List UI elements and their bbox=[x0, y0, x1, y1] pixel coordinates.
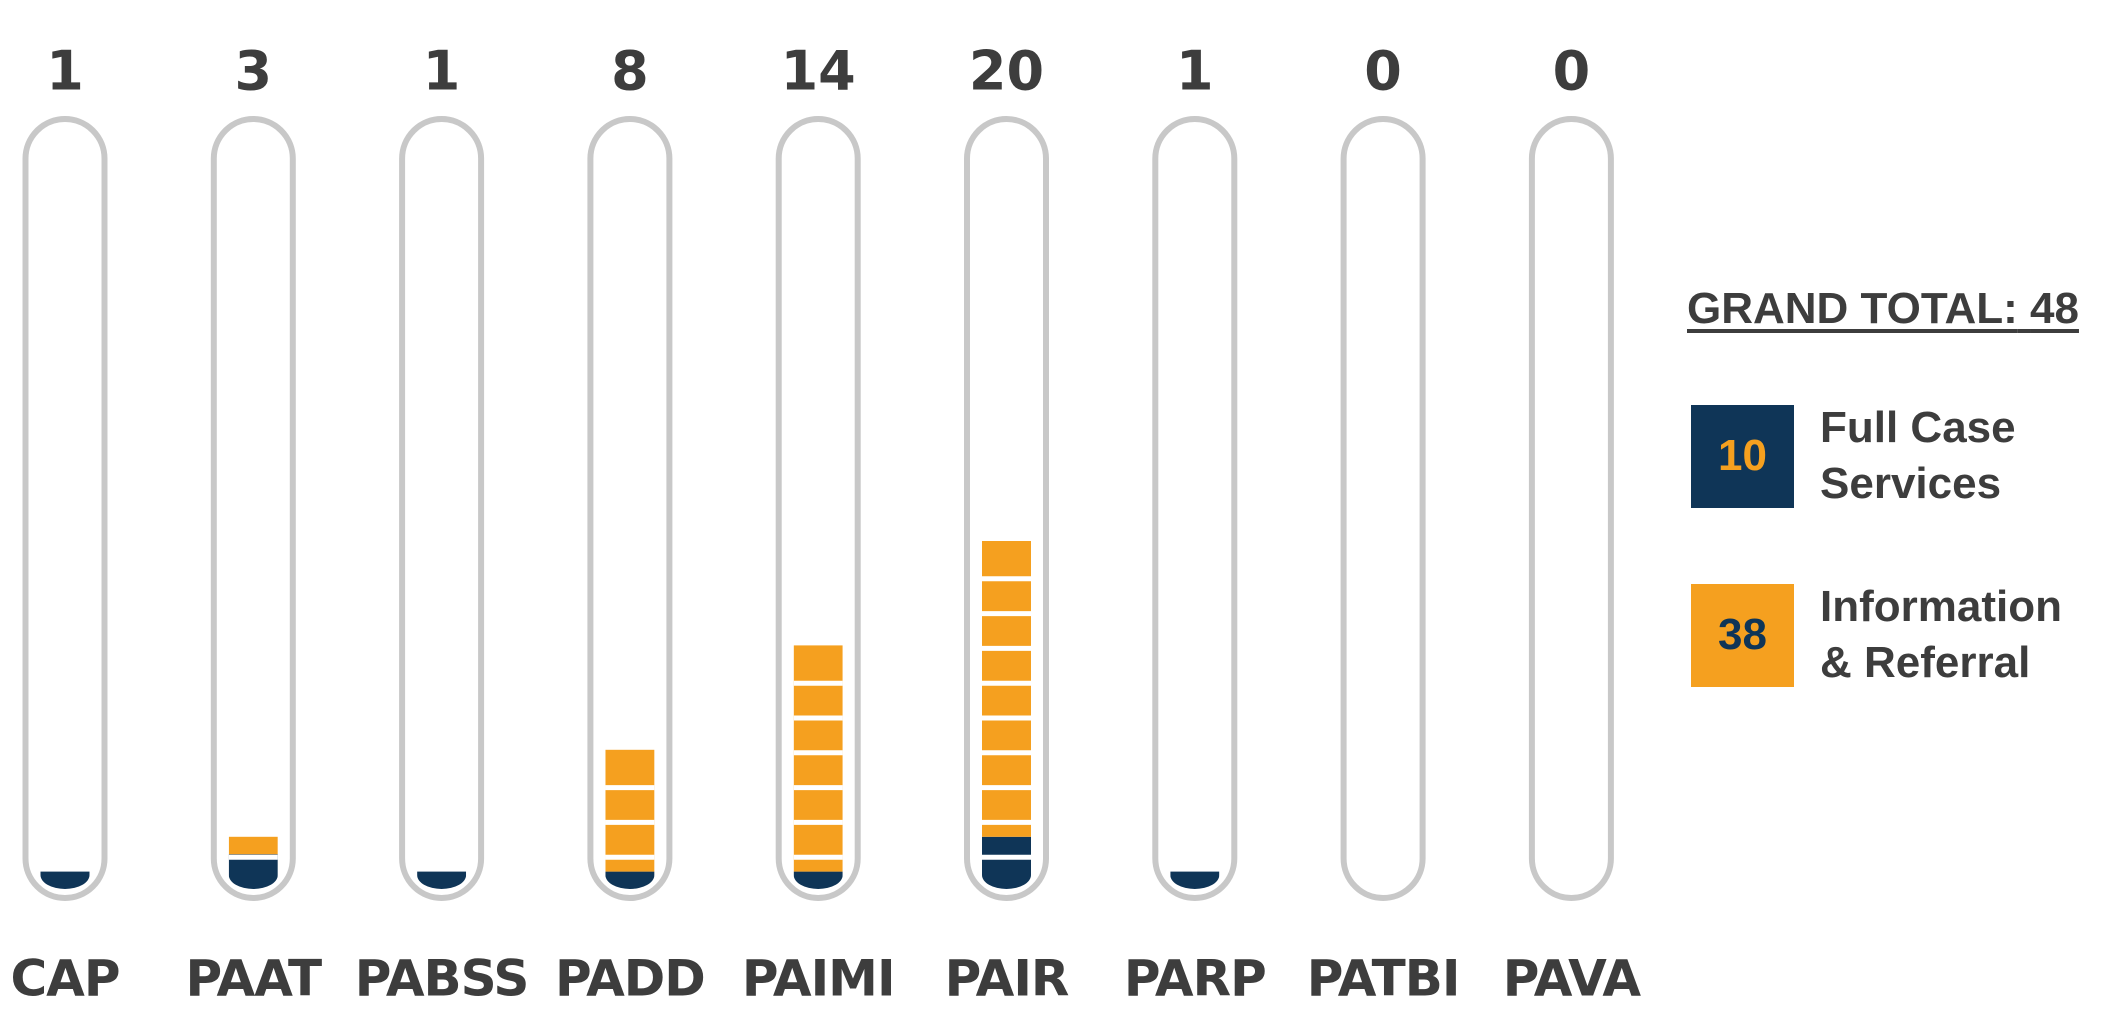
legend-label: Information & Referral bbox=[1820, 582, 2062, 687]
grand-total-label: GRAND TOTAL: bbox=[1687, 284, 2018, 333]
category-label: PARP bbox=[1124, 950, 1266, 1008]
total-label: 0 bbox=[1553, 40, 1591, 103]
tube bbox=[22, 116, 108, 901]
segment bbox=[1170, 871, 1220, 889]
legend-label: Full Case Services bbox=[1820, 403, 2016, 508]
stack bbox=[228, 836, 278, 889]
segment bbox=[982, 541, 1031, 837]
legend-swatch: 38 bbox=[1691, 583, 1794, 687]
category-label: PAAT bbox=[185, 950, 322, 1008]
tube bbox=[1340, 116, 1426, 901]
tube bbox=[1528, 116, 1614, 901]
segment bbox=[982, 836, 1031, 889]
segment bbox=[417, 871, 467, 889]
category-label: PABSS bbox=[355, 950, 529, 1008]
legend-total: 10 bbox=[1718, 431, 1767, 480]
stack bbox=[793, 645, 843, 889]
tube bbox=[587, 116, 673, 901]
tube bbox=[399, 116, 485, 901]
stack bbox=[40, 871, 90, 889]
grand-total-value: 48 bbox=[2030, 284, 2079, 333]
category-label: PAVA bbox=[1503, 950, 1642, 1008]
stack bbox=[982, 541, 1031, 889]
segment bbox=[605, 871, 655, 889]
tube bbox=[210, 116, 296, 901]
total-label: 3 bbox=[235, 40, 273, 103]
segment bbox=[793, 871, 843, 889]
category-label: PAIMI bbox=[742, 950, 895, 1008]
segment bbox=[40, 871, 90, 889]
total-label: 1 bbox=[1176, 40, 1214, 103]
legend-total: 38 bbox=[1718, 610, 1767, 659]
category-label: PADD bbox=[555, 950, 705, 1008]
category-label: PAIR bbox=[945, 950, 1069, 1008]
stack bbox=[417, 871, 467, 889]
total-label: 14 bbox=[781, 40, 856, 103]
legend-item: 38 Information & Referral bbox=[1691, 579, 2105, 691]
stack bbox=[1170, 871, 1220, 889]
chart: 1 CAP 3 PAAT 1 PABSS 8 PADD 14 PAIMI 20 PAIR 1 PARP 0 P… bbox=[10, 40, 1642, 1008]
total-label: 1 bbox=[423, 40, 461, 103]
segment bbox=[605, 749, 655, 872]
legend-swatch: 10 bbox=[1691, 404, 1794, 508]
total-label: 20 bbox=[969, 40, 1044, 103]
tube bbox=[1152, 116, 1238, 901]
grand-total: GRAND TOTAL: 48 bbox=[1687, 284, 2079, 334]
category-label: PATBI bbox=[1307, 950, 1460, 1008]
segment bbox=[228, 854, 278, 889]
total-label: 8 bbox=[611, 40, 649, 103]
category-label: CAP bbox=[10, 950, 119, 1008]
stack bbox=[605, 749, 655, 889]
segment bbox=[793, 645, 843, 872]
legend-item: 10 Full Case Services bbox=[1691, 400, 2105, 512]
total-label: 0 bbox=[1364, 40, 1402, 103]
total-label: 1 bbox=[46, 40, 84, 103]
segment bbox=[228, 836, 278, 855]
